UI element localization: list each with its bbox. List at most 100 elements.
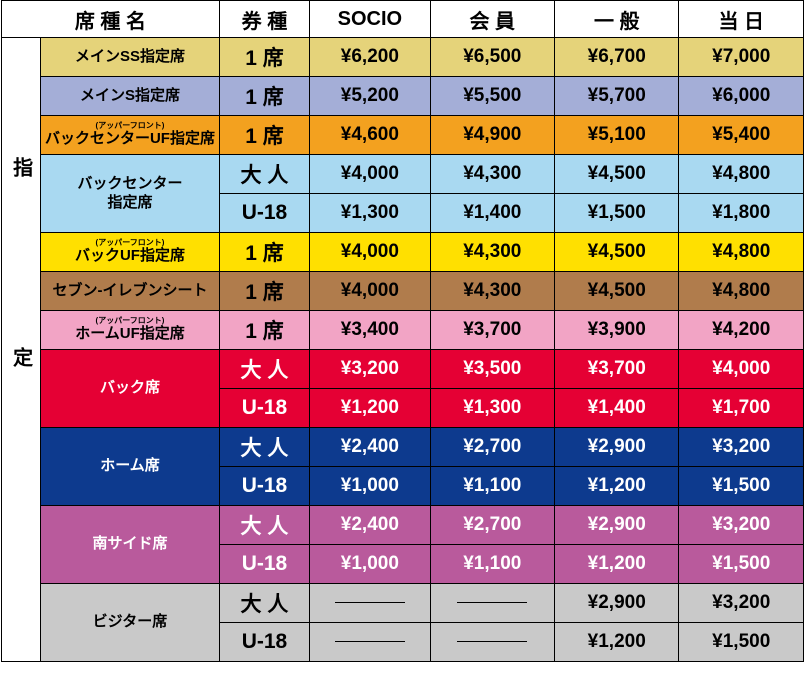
price: ¥4,000 xyxy=(309,154,431,194)
price: ¥1,100 xyxy=(429,466,556,506)
price: ¥3,700 xyxy=(554,349,680,389)
price: ¥3,200 xyxy=(309,349,431,389)
seat-name: セブン-イレブンシート xyxy=(40,271,220,311)
price: ¥4,300 xyxy=(429,271,556,311)
ticket-row: (アッパーフロント) バックセンターUF指定席 1 席 ¥4,600 ¥4,900 ¥5,… xyxy=(1,115,804,155)
price: ¥4,200 xyxy=(678,310,804,350)
seat-name: (アッパーフロント) バックセンターUF指定席 xyxy=(40,115,220,155)
price: ¥6,000 xyxy=(678,76,804,116)
seat-name-text: メインS指定席 xyxy=(79,86,180,104)
seat-subtitle: (アッパーフロント) xyxy=(95,315,165,325)
ticket-type: U-18 xyxy=(218,388,311,428)
ticket-row: U-18 ¥1,300 ¥1,400 ¥1,500 ¥1,800 xyxy=(1,193,804,233)
price: ¥4,000 xyxy=(309,271,431,311)
seat-name-text: バックUF指定席 xyxy=(74,246,185,264)
price: ¥4,800 xyxy=(678,232,804,272)
seat-name-text: バックセンターUF指定席 xyxy=(44,129,215,147)
ticket-row: ホーム席 大 人 ¥2,400 ¥2,700 ¥2,900 ¥3,200 xyxy=(1,427,804,506)
seat-name: (アッパーフロント) バックUF指定席 xyxy=(40,232,220,272)
price: ¥2,400 xyxy=(309,427,431,467)
price: ¥4,000 xyxy=(678,349,804,389)
ticket-type: 大 人 xyxy=(218,427,311,467)
price: ¥4,800 xyxy=(678,154,804,194)
header-cell: 券 種 xyxy=(218,0,311,38)
price: ¥3,400 xyxy=(309,310,431,350)
price: ¥4,500 xyxy=(554,232,680,272)
price xyxy=(429,622,556,662)
price: ¥1,700 xyxy=(678,388,804,428)
price: ¥2,900 xyxy=(554,427,680,467)
price: ¥4,800 xyxy=(678,271,804,311)
ticket-row: セブン-イレブンシート 1 席 ¥4,000 ¥4,300 ¥4,500 ¥4,800 xyxy=(1,271,804,311)
price: ¥1,500 xyxy=(678,466,804,506)
price xyxy=(309,622,431,662)
ticket-type: 1 席 xyxy=(218,271,311,311)
price: ¥2,400 xyxy=(309,505,431,545)
seat-name-text: メインSS指定席 xyxy=(74,47,185,65)
seat-name: バック席 xyxy=(40,349,220,428)
price: ¥4,500 xyxy=(554,154,680,194)
price: ¥3,200 xyxy=(678,427,804,467)
price: ¥3,900 xyxy=(554,310,680,350)
price: ¥1,800 xyxy=(678,193,804,233)
no-sale-dash xyxy=(334,602,405,604)
no-sale-dash xyxy=(334,641,405,643)
ticket-type: 1 席 xyxy=(218,37,311,77)
ticket-row: (アッパーフロント) バックUF指定席 1 席 ¥4,000 ¥4,300 ¥4,500 ¥… xyxy=(1,232,804,272)
price: ¥5,200 xyxy=(309,76,431,116)
price: ¥4,300 xyxy=(429,154,556,194)
price: ¥2,900 xyxy=(554,583,680,623)
ticket-row: バックセンター 指定席大 人 ¥4,000 ¥4,300 ¥4,500 ¥4,800 xyxy=(1,154,804,233)
no-sale-dash xyxy=(457,602,528,604)
price: ¥3,200 xyxy=(678,505,804,545)
ticket-type: 1 席 xyxy=(218,115,311,155)
price: ¥4,600 xyxy=(309,115,431,155)
header-cell: 席 種 名 xyxy=(1,0,220,38)
price: ¥1,300 xyxy=(309,193,431,233)
ticket-row: (アッパーフロント) ホームUF指定席 1 席 ¥3,400 ¥3,700 ¥3,900 ¥… xyxy=(1,310,804,350)
seat-name-text: ホームUF指定席 xyxy=(75,324,185,342)
price: ¥5,400 xyxy=(678,115,804,155)
ticket-type: 大 人 xyxy=(218,583,311,623)
price: ¥6,500 xyxy=(429,37,556,77)
ticket-type: U-18 xyxy=(218,622,311,662)
price: ¥1,200 xyxy=(554,622,680,662)
price: ¥2,700 xyxy=(429,505,556,545)
header-row: 席 種 名券 種 SOCIO 会 員一 般当 日 xyxy=(1,0,804,38)
header-cell: 一 般 xyxy=(554,0,680,38)
seat-name: メインSS指定席 xyxy=(40,37,220,77)
price: ¥1,000 xyxy=(309,544,431,584)
seat-name-text: ホーム席 xyxy=(100,457,160,475)
price: ¥1,400 xyxy=(554,388,680,428)
seat-name: 南サイド席 xyxy=(40,505,220,584)
price: ¥2,900 xyxy=(554,505,680,545)
seat-name-text: バックセンター 指定席 xyxy=(77,174,183,211)
price: ¥1,300 xyxy=(429,388,556,428)
no-sale-dash xyxy=(457,641,528,643)
price: ¥5,100 xyxy=(554,115,680,155)
ticket-row: ビジター席 大 人 ¥2,900 ¥3,200 xyxy=(1,583,804,662)
side-text: 指定 xyxy=(9,156,32,537)
ticket-type: 1 席 xyxy=(218,76,311,116)
seat-name-text: 南サイド席 xyxy=(92,535,168,553)
ticket-row: 南サイド席 大 人 ¥2,400 ¥2,700 ¥2,900 ¥3,200 xyxy=(1,505,804,584)
price: ¥1,000 xyxy=(309,466,431,506)
ticket-row: 指定 メインSS指定席 1 席 ¥6,200 ¥6,500 ¥6,700 ¥7,000 xyxy=(0,37,804,662)
seat-subtitle: (アッパーフロント) xyxy=(95,120,165,130)
seat-name: ホーム席 xyxy=(40,427,220,506)
header-cell: 当 日 xyxy=(678,0,804,38)
price-table: 席 種 名券 種 SOCIO 会 員一 般当 日指定 メインSS指定席 1 席 ¥6,20… xyxy=(0,0,804,662)
seat-name: ビジター席 xyxy=(40,583,220,662)
price: ¥1,200 xyxy=(554,466,680,506)
price: ¥6,700 xyxy=(554,37,680,77)
price xyxy=(429,583,556,623)
seat-name: メインS指定席 xyxy=(40,76,220,116)
price: ¥1,400 xyxy=(429,193,556,233)
price xyxy=(309,583,431,623)
price: ¥3,700 xyxy=(429,310,556,350)
ticket-row: メインS指定席 1 席 ¥5,200 ¥5,500 ¥5,700 ¥6,000 xyxy=(1,76,804,116)
ticket-type: U-18 xyxy=(218,193,311,233)
ticket-type: U-18 xyxy=(218,466,311,506)
seat-name-text: セブン-イレブンシート xyxy=(52,281,208,299)
